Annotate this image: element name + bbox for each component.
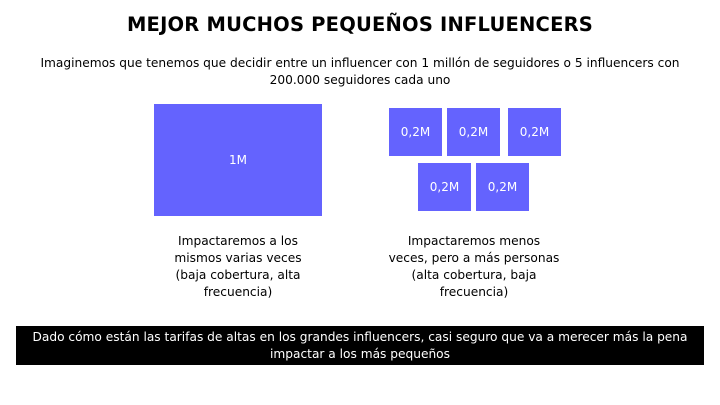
slide-subtitle: Imaginemos que tenemos que decidir entre… [36,55,684,89]
small-influencer-box: 0,2M [508,108,561,156]
caption-small-influencers: Impactaremos menos veces, pero a más per… [388,233,560,301]
small-influencer-label: 0,2M [430,180,459,194]
big-influencer-label: 1M [229,153,247,167]
slide-title: MEJOR MUCHOS PEQUEÑOS INFLUENCERS [0,13,720,36]
small-influencer-box: 0,2M [476,163,529,211]
small-influencer-box: 0,2M [389,108,442,156]
conclusion-banner: Dado cómo están las tarifas de altas en … [16,326,704,365]
small-influencer-label: 0,2M [488,180,517,194]
small-influencer-label: 0,2M [459,125,488,139]
small-influencer-label: 0,2M [520,125,549,139]
small-influencer-box: 0,2M [447,108,500,156]
small-influencer-label: 0,2M [401,125,430,139]
big-influencer-box: 1M [154,104,322,216]
small-influencer-box: 0,2M [418,163,471,211]
caption-big-influencer: Impactaremos a los mismos varias veces (… [160,233,316,301]
conclusion-text: Dado cómo están las tarifas de altas en … [30,329,690,362]
